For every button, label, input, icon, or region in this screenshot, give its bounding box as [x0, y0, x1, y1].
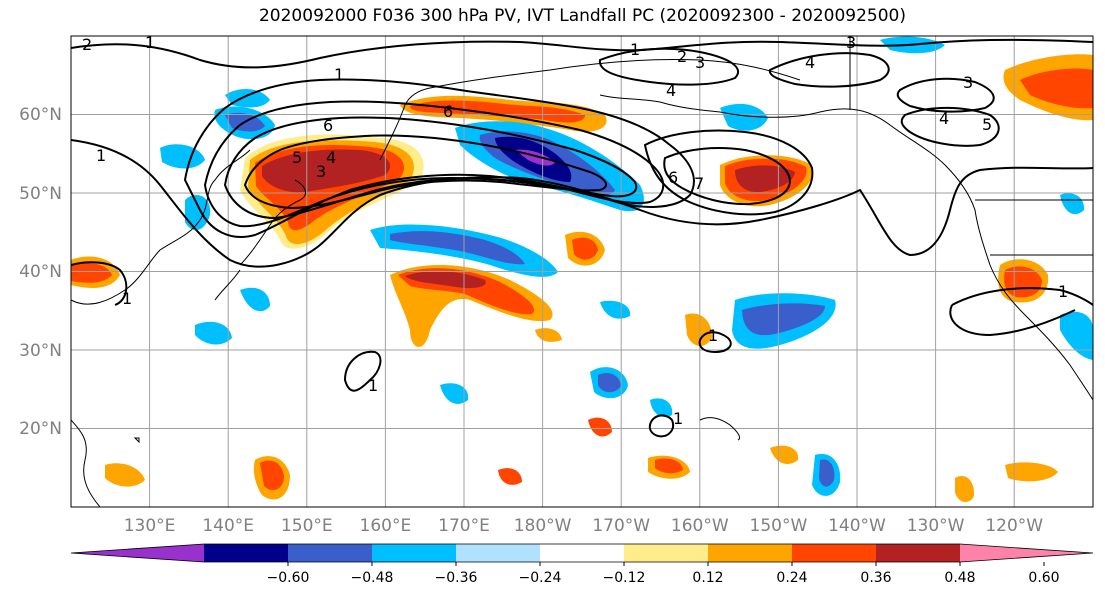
coastlines [71, 36, 1093, 507]
pv-label: 5 [292, 148, 302, 167]
pv-label: 1 [145, 33, 155, 52]
lat-label-40n: 40°N [19, 262, 62, 282]
colorbar-bin [456, 544, 541, 562]
map-border [70, 35, 1094, 508]
pv-label: 1 [122, 289, 132, 308]
pv-label: 1 [708, 326, 718, 345]
lat-label-50n: 50°N [19, 184, 62, 204]
colorbar-tick-label: 0.60 [1028, 570, 1059, 586]
colorbar-tick-label: −0.60 [267, 570, 310, 586]
lon-label: 170°W [592, 516, 650, 536]
colorbar: −0.60 −0.48 −0.36 −0.24 −0.12 0.12 0.24 0.36 0.4… [70, 543, 1094, 586]
colorbar-extend-min [71, 544, 204, 562]
colorbar-bin [792, 544, 877, 562]
pv-label: 1 [1058, 282, 1068, 301]
colorbar-tick-label: 0.12 [692, 570, 723, 586]
lat-label-60n: 60°N [19, 105, 62, 125]
lat-label-20n: 20°N [19, 419, 62, 439]
pv-label: 6 [668, 168, 678, 187]
pv-label: 5 [982, 115, 992, 134]
chart-title: 2020092000 F036 300 hPa PV, IVT Landfall… [258, 6, 906, 26]
pv-label: 4 [666, 81, 676, 100]
pv-label: 3 [316, 162, 326, 181]
colorbar-bin [372, 544, 457, 562]
pv-label: 2 [677, 47, 687, 66]
colorbar-tick-label: 0.24 [776, 570, 807, 586]
pv-label: 1 [96, 146, 106, 165]
pv-label: 1 [630, 40, 640, 59]
lon-label: 160°W [671, 516, 729, 536]
latitude-labels: 20°N 30°N 40°N 50°N 60°N [19, 105, 62, 439]
pv-label: 2 [82, 35, 92, 54]
pv-label: 3 [695, 53, 705, 72]
lat-label-30n: 30°N [19, 341, 62, 361]
colorbar-bin [876, 544, 961, 562]
colorbar-tick-label: −0.36 [435, 570, 478, 586]
colorbar-bin [204, 544, 289, 562]
pv-contours [71, 38, 1093, 438]
pv-label: 1 [368, 376, 378, 395]
pv-label: 7 [694, 174, 704, 193]
colorbar-tick-label: −0.12 [603, 570, 646, 586]
pv-label: 1 [673, 409, 683, 428]
colorbar-tick-label: 0.36 [860, 570, 891, 586]
colorbar-bin [288, 544, 373, 562]
pv-label: 4 [805, 53, 815, 72]
colorbar-outline [70, 543, 1094, 563]
lon-label: 150°W [750, 516, 808, 536]
colorbar-tick-label: 0.48 [944, 570, 975, 586]
colorbar-bin [540, 544, 625, 562]
lon-label: 150°E [281, 516, 333, 536]
lon-label: 130°E [124, 516, 176, 536]
pv-contour-labels: 2 1 1 1 1 2 3 3 4 4 3 4 5 6 6 5 4 3 6 7 … [82, 33, 1068, 428]
lon-label: 140°E [202, 516, 254, 536]
pv-label: 6 [443, 102, 453, 121]
lon-label: 160°E [360, 516, 412, 536]
pv-label: 1 [334, 65, 344, 84]
ivt-pc-shading [71, 36, 1093, 502]
longitude-labels: 130°E 140°E 150°E 160°E 170°E 180°W 170°… [124, 516, 1044, 536]
lon-label: 140°W [828, 516, 886, 536]
lon-label: 130°W [907, 516, 965, 536]
colorbar-tick-label: −0.24 [519, 570, 562, 586]
pv-label: 4 [326, 148, 336, 167]
pv-label: 3 [963, 73, 973, 92]
colorbar-bin [708, 544, 793, 562]
pv-label: 4 [939, 109, 949, 128]
lon-label: 120°W [985, 516, 1043, 536]
lon-label: 180°W [514, 516, 572, 536]
pv-label: 6 [323, 116, 333, 135]
colorbar-bin [624, 544, 709, 562]
colorbar-tick-label: −0.48 [351, 570, 394, 586]
lon-label: 170°E [438, 516, 490, 536]
pv-label: 3 [846, 33, 856, 52]
colorbar-extend-max [960, 544, 1093, 562]
